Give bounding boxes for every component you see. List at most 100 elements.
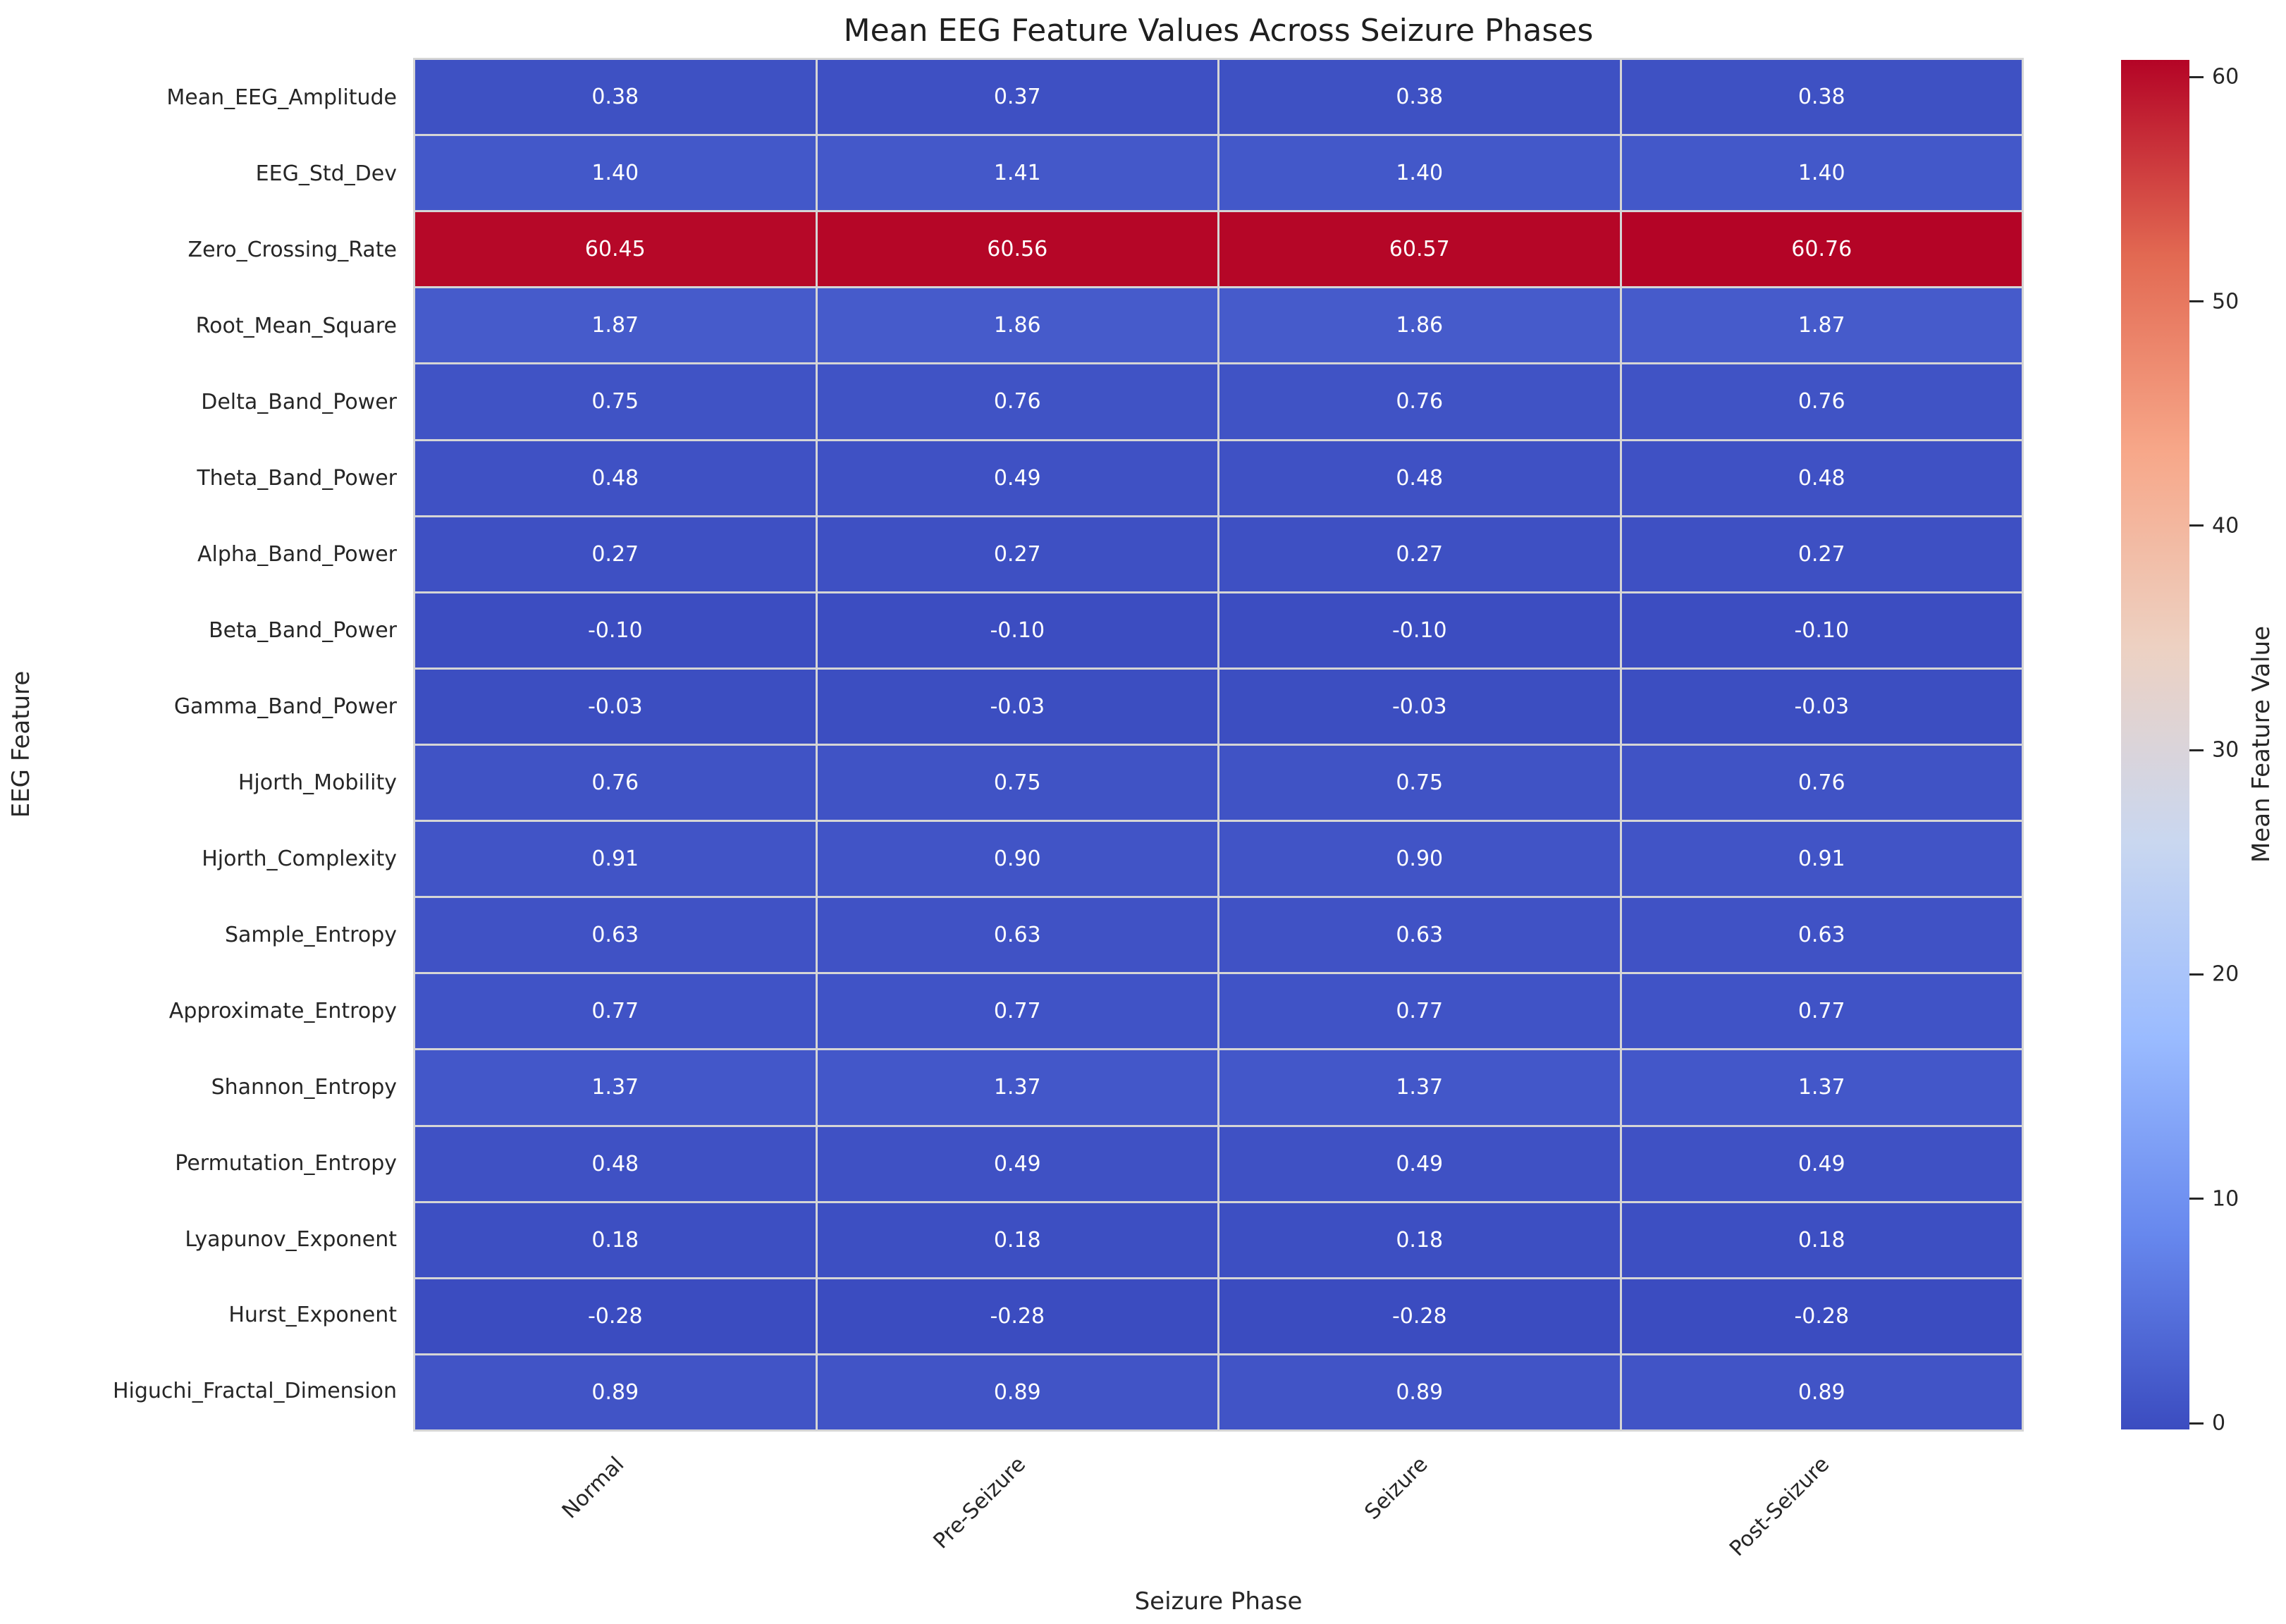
heatmap-cell: 0.77 — [1219, 974, 1620, 1049]
heatmap-cell: 1.87 — [415, 288, 816, 363]
y-tick-label: Theta_Band_Power — [197, 466, 397, 491]
colorbar-tick-mark — [2189, 524, 2204, 527]
heatmap-cell: -0.10 — [817, 593, 1217, 668]
heatmap-cell: 0.48 — [1219, 441, 1620, 515]
colorbar-tick-label: 60 — [2212, 64, 2239, 90]
colorbar-tick-mark — [2189, 749, 2204, 751]
heatmap-cell: 0.49 — [817, 441, 1217, 515]
heatmap-cell: 0.91 — [415, 822, 816, 897]
heatmap-cell: 1.86 — [817, 288, 1217, 363]
y-tick-label: Hurst_Exponent — [228, 1303, 397, 1328]
colorbar-tick-label: 20 — [2212, 961, 2239, 987]
colorbar-tick-label: 0 — [2212, 1410, 2226, 1436]
heatmap-cell: 0.63 — [1621, 898, 2022, 973]
y-tick-label: Delta_Band_Power — [201, 390, 397, 415]
heatmap-cell: 60.45 — [415, 212, 816, 287]
chart-title: Mean EEG Feature Values Across Seizure P… — [843, 13, 1594, 49]
heatmap-cell: 60.57 — [1219, 212, 1620, 287]
heatmap-cell: 1.37 — [415, 1050, 816, 1125]
heatmap-cell: 0.63 — [1219, 898, 1620, 973]
heatmap-cell: -0.28 — [1621, 1279, 2022, 1353]
heatmap-cell: 0.37 — [817, 60, 1217, 135]
y-tick-label: Root_Mean_Square — [195, 314, 397, 339]
heatmap-cell: 0.38 — [415, 60, 816, 135]
heatmap-cell: -0.28 — [817, 1279, 1217, 1353]
heatmap-cell: 1.37 — [1219, 1050, 1620, 1125]
colorbar-tick-label: 40 — [2212, 513, 2239, 539]
colorbar: 0 10 20 30 40 50 60 — [2121, 60, 2239, 1436]
y-tick-label: Gamma_Band_Power — [173, 694, 397, 719]
heatmap-cell: -0.03 — [1219, 669, 1620, 744]
heatmap-cell: 0.91 — [1621, 822, 2022, 897]
heatmap-cell: 60.56 — [817, 212, 1217, 287]
heatmap-cell: 0.18 — [1621, 1202, 2022, 1277]
y-tick-label: Hjorth_Complexity — [202, 846, 397, 871]
colorbar-label: Mean Feature Value — [2247, 625, 2275, 863]
heatmap-cell: 0.48 — [1621, 441, 2022, 515]
colorbar-gradient — [2121, 60, 2189, 1429]
x-tick-label: Post-Seizure — [1724, 1452, 1834, 1562]
colorbar-tick-mark — [2189, 300, 2204, 302]
heatmap-cell: 1.40 — [1219, 136, 1620, 211]
colorbar-tick-label: 30 — [2212, 737, 2239, 763]
y-axis-label: EEG Feature — [7, 670, 35, 818]
heatmap-cell: 0.75 — [415, 364, 816, 439]
heatmap-cell: 1.87 — [1621, 288, 2022, 363]
heatmap-cell: -0.03 — [817, 669, 1217, 744]
heatmap-cell: -0.28 — [415, 1279, 816, 1353]
heatmap-cell: -0.28 — [1219, 1279, 1620, 1353]
heatmap-cell: 0.77 — [415, 974, 816, 1049]
heatmap-cell: 0.76 — [415, 746, 816, 820]
y-tick-label: Shannon_Entropy — [211, 1074, 397, 1100]
y-tick-label: Lyapunov_Exponent — [185, 1226, 397, 1252]
heatmap-cell: 0.49 — [1219, 1126, 1620, 1201]
x-tick-label: Normal — [558, 1452, 629, 1524]
heatmap-cell: 60.76 — [1621, 212, 2022, 287]
x-axis-label: Seizure Phase — [1134, 1587, 1303, 1616]
y-tick-label: Mean_EEG_Amplitude — [166, 85, 397, 111]
colorbar-tick-label: 50 — [2212, 289, 2239, 314]
y-tick-label: Hjorth_Mobility — [238, 770, 397, 795]
y-tick-label: Approximate_Entropy — [168, 998, 397, 1023]
heatmap-cell: 0.75 — [1219, 746, 1620, 820]
heatmap-cell: 0.89 — [1219, 1355, 1620, 1429]
y-tick-label: Higuchi_Fractal_Dimension — [112, 1379, 397, 1404]
heatmap-cell: 0.90 — [1219, 822, 1620, 897]
heatmap-cell: 0.63 — [415, 898, 816, 973]
heatmap-cell: 0.63 — [817, 898, 1217, 973]
heatmap-cell: 0.76 — [1621, 364, 2022, 439]
heatmap-cell: 0.90 — [817, 822, 1217, 897]
y-tick-label: Sample_Entropy — [224, 922, 397, 947]
colorbar-tick-mark — [2189, 1198, 2204, 1200]
heatmap-cell: 0.38 — [1621, 60, 2022, 135]
colorbar-tick-mark — [2189, 75, 2204, 78]
heatmap-cell: 0.48 — [415, 1126, 816, 1201]
heatmap-cell: -0.10 — [415, 593, 816, 668]
y-tick-label: Permutation_Entropy — [175, 1150, 397, 1176]
heatmap-cell: 0.76 — [1621, 746, 2022, 820]
x-tick-label: Seizure — [1360, 1452, 1433, 1525]
y-tick-labels: Mean_EEG_Amplitude EEG_Std_Dev Zero_Crossi… — [0, 60, 415, 1429]
heatmap-cell: 0.89 — [415, 1355, 816, 1429]
heatmap-cell: -0.10 — [1219, 593, 1620, 668]
heatmap-cell: 0.77 — [817, 974, 1217, 1049]
heatmap-cell: 0.27 — [1621, 517, 2022, 591]
heatmap-cell: 0.18 — [817, 1202, 1217, 1277]
heatmap-cell: 0.75 — [817, 746, 1217, 820]
heatmap-cell: 1.86 — [1219, 288, 1620, 363]
heatmap-cell: 1.40 — [1621, 136, 2022, 211]
heatmap-cell: 0.89 — [1621, 1355, 2022, 1429]
heatmap-cell: 0.18 — [1219, 1202, 1620, 1277]
colorbar-tick-label: 10 — [2212, 1186, 2239, 1212]
colorbar-tick-mark — [2189, 1422, 2204, 1425]
y-tick-label: Beta_Band_Power — [209, 618, 397, 644]
heatmap-cell: 0.38 — [1219, 60, 1620, 135]
y-tick-label: Alpha_Band_Power — [197, 542, 397, 567]
heatmap-cell: 0.27 — [817, 517, 1217, 591]
colorbar-tick-mark — [2189, 973, 2204, 976]
heatmap-cell: -0.03 — [415, 669, 816, 744]
y-tick-label: EEG_Std_Dev — [255, 161, 397, 187]
heatmap-cell: 1.40 — [415, 136, 816, 211]
heatmap-cell: 0.89 — [817, 1355, 1217, 1429]
